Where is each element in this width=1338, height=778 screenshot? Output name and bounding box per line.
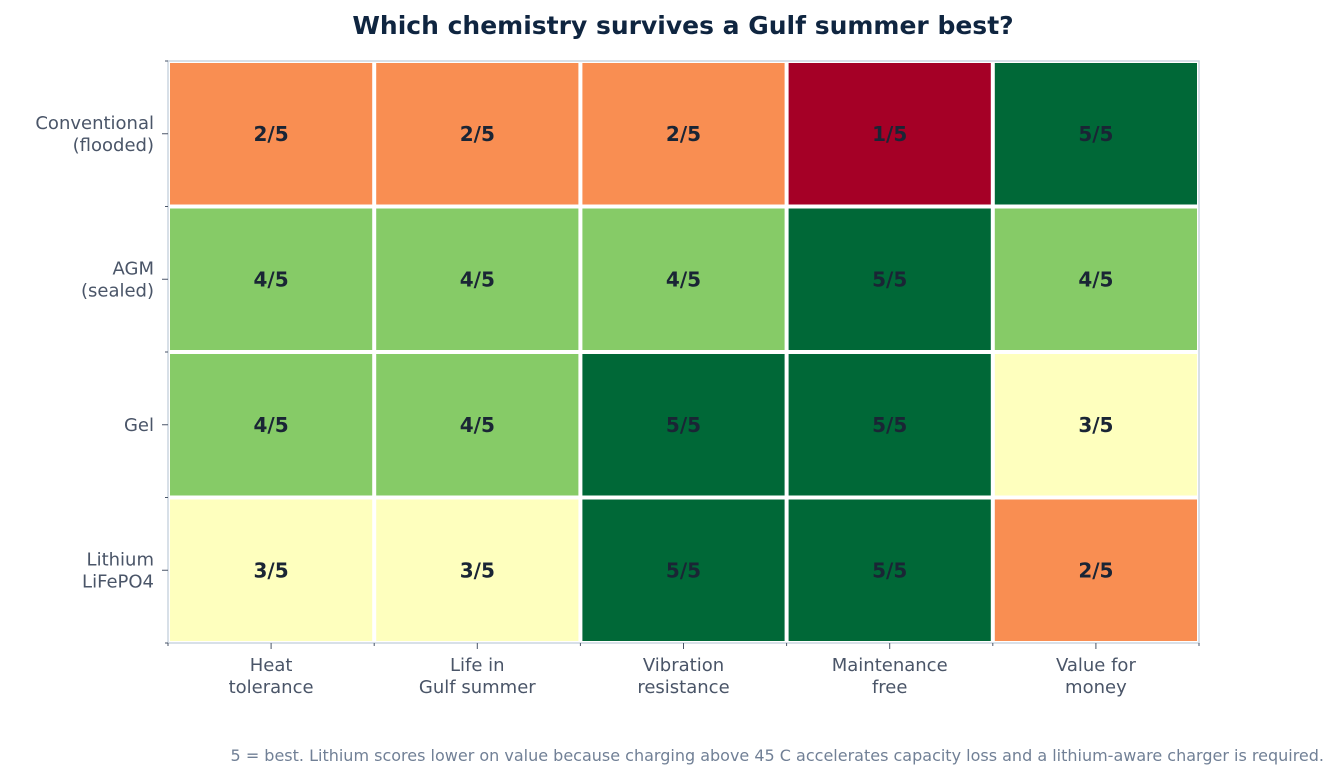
x-tick-label: Value for money — [1056, 655, 1137, 698]
heatmap-cell — [788, 208, 991, 350]
cell-value-label: 3/5 — [1078, 413, 1113, 437]
x-tick-label: Maintenance free — [832, 655, 948, 698]
heatmap-cell — [788, 63, 991, 205]
heatmap-cell — [376, 63, 579, 205]
x-tick-label: Vibration resistance — [637, 655, 729, 698]
chart-footnote: 5 = best. Lithium scores lower on value … — [231, 746, 1324, 765]
heatmap-cell — [376, 499, 579, 641]
heatmap-cell — [994, 63, 1197, 205]
cell-value-label: 4/5 — [460, 413, 495, 437]
y-tick-label: Gel — [124, 415, 154, 436]
heatmap-cell — [582, 63, 785, 205]
heatmap-cell — [376, 354, 579, 496]
heatmap-axes: Heat tolerance Life in Gulf summer Vibration… — [35, 60, 1200, 698]
cell-value-label: 5/5 — [872, 558, 907, 582]
cell-value-label: 2/5 — [460, 122, 495, 146]
cell-value-label: 2/5 — [1078, 558, 1113, 582]
heatmap-cell-labels: 2/5 2/5 2/5 1/5 5/5 4/5 4/5 4/5 5/5 4/5 4/5 4/5 5/5 5… — [254, 122, 1114, 583]
cell-value-label: 4/5 — [254, 413, 289, 437]
chart-title: Which chemistry survives a Gulf summer b… — [352, 11, 1013, 40]
heatmap-cell — [788, 354, 991, 496]
cell-value-label: 4/5 — [666, 267, 701, 291]
x-tick-label: Heat tolerance — [229, 655, 314, 698]
cell-value-label: 5/5 — [1078, 122, 1113, 146]
cell-value-label: 3/5 — [460, 558, 495, 582]
heatmap-cell — [582, 499, 785, 641]
heatmap-cells — [170, 63, 1197, 641]
heatmap-cell — [994, 208, 1197, 350]
heatmap-cell — [170, 208, 373, 350]
cell-value-label: 4/5 — [1078, 267, 1113, 291]
heatmap-cell — [582, 354, 785, 496]
cell-value-label: 4/5 — [254, 267, 289, 291]
heatmap-cell — [170, 354, 373, 496]
y-tick-label: AGM (sealed) — [81, 258, 154, 301]
cell-value-label: 3/5 — [254, 558, 289, 582]
cell-value-label: 4/5 — [460, 267, 495, 291]
heatmap-cell — [376, 208, 579, 350]
cell-value-label: 5/5 — [666, 413, 701, 437]
x-tick-label: Life in Gulf summer — [419, 655, 536, 698]
heatmap-cell — [788, 499, 991, 641]
heatmap-cell — [170, 499, 373, 641]
heatmap-cell — [170, 63, 373, 205]
cell-value-label: 2/5 — [666, 122, 701, 146]
cell-value-label: 2/5 — [254, 122, 289, 146]
cell-value-label: 5/5 — [872, 413, 907, 437]
y-tick-label: Conventional (flooded) — [35, 113, 154, 156]
cell-value-label: 5/5 — [666, 558, 701, 582]
cell-value-label: 1/5 — [872, 122, 907, 146]
cell-value-label: 5/5 — [872, 267, 907, 291]
heatmap-cell — [994, 499, 1197, 641]
heatmap-cell — [582, 208, 785, 350]
y-tick-label: Lithium LiFePO4 — [82, 549, 154, 592]
heatmap-cell — [994, 354, 1197, 496]
